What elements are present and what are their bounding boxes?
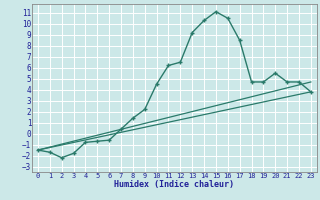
X-axis label: Humidex (Indice chaleur): Humidex (Indice chaleur) — [115, 180, 234, 189]
